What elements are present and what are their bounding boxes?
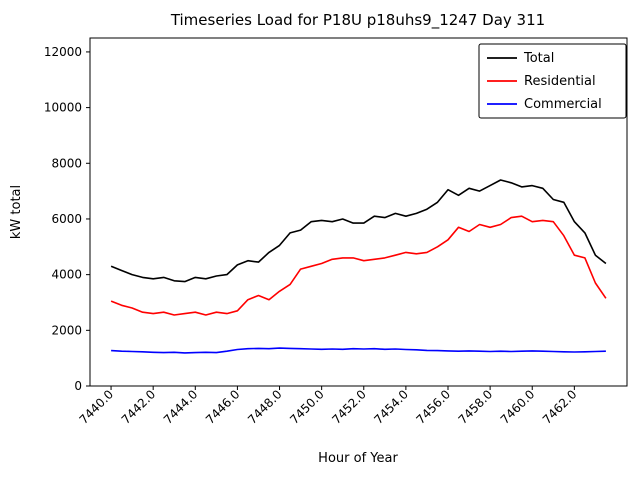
x-tick-label: 7460.0 (498, 387, 538, 427)
legend: Total Residential Commercial (478, 43, 627, 119)
y-tick-label: 6000 (51, 212, 82, 226)
legend-label-commercial: Commercial (524, 97, 602, 112)
y-tick-label: 2000 (51, 323, 82, 337)
x-tick-label: 7462.0 (540, 387, 580, 427)
x-tick-label: 7450.0 (287, 387, 327, 427)
legend-label-residential: Residential (524, 74, 596, 89)
x-tick-label: 7446.0 (203, 387, 243, 427)
series-line-commercial (111, 347, 606, 354)
x-tick-label: 7440.0 (77, 387, 117, 427)
x-tick-label: 7458.0 (456, 387, 496, 427)
x-tick-label: 7448.0 (245, 387, 285, 427)
y-tick-label: 0 (74, 379, 82, 393)
series-line-residential (110, 215, 607, 316)
axes-frame (89, 37, 628, 387)
series-line-total (110, 179, 607, 283)
x-tick-label: 7456.0 (414, 387, 454, 427)
y-axis-label: kW total (9, 185, 24, 239)
x-tick-label: 7442.0 (119, 387, 159, 427)
y-tick-label: 8000 (51, 156, 82, 170)
x-tick-label: 7454.0 (371, 387, 411, 427)
x-tick-label: 7444.0 (161, 387, 201, 427)
y-tick-label: 4000 (51, 268, 82, 282)
y-tick-label: 12000 (44, 45, 82, 59)
x-tick-label: 7452.0 (329, 387, 369, 427)
x-axis-label: Hour of Year (318, 451, 398, 466)
chart-title: Timeseries Load for P18U p18uhs9_1247 Da… (170, 11, 545, 30)
legend-box (478, 43, 627, 119)
legend-label-total: Total (523, 51, 554, 66)
y-tick-label: 10000 (44, 101, 82, 115)
